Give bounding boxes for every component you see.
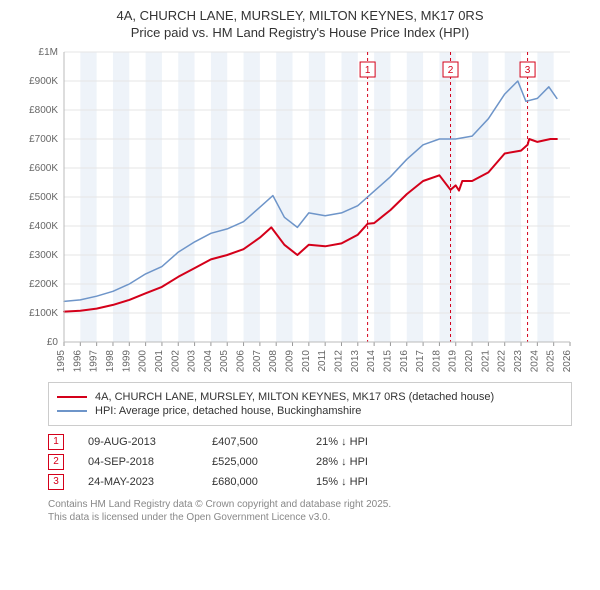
svg-text:2026: 2026 (562, 349, 573, 372)
svg-text:2017: 2017 (415, 349, 426, 372)
legend-label: 4A, CHURCH LANE, MURSLEY, MILTON KEYNES,… (95, 391, 494, 403)
svg-text:2000: 2000 (138, 349, 149, 372)
svg-text:£300K: £300K (29, 250, 58, 261)
svg-text:2007: 2007 (252, 349, 263, 372)
svg-text:2020: 2020 (464, 349, 475, 372)
event-row: 1 09-AUG-2013 £407,500 21% ↓ HPI (48, 434, 572, 450)
svg-text:2005: 2005 (219, 349, 230, 372)
legend-swatch (57, 410, 87, 412)
svg-text:1997: 1997 (89, 349, 100, 372)
footnote: Contains HM Land Registry data © Crown c… (48, 498, 572, 524)
svg-text:2023: 2023 (513, 349, 524, 372)
event-marker: 2 (48, 454, 64, 470)
svg-text:1: 1 (365, 65, 371, 76)
svg-text:2019: 2019 (448, 349, 459, 372)
event-row: 3 24-MAY-2023 £680,000 15% ↓ HPI (48, 474, 572, 490)
svg-text:2021: 2021 (480, 349, 491, 372)
svg-text:£400K: £400K (29, 221, 58, 232)
svg-text:£0: £0 (47, 337, 59, 348)
svg-text:£900K: £900K (29, 76, 58, 87)
event-date: 04-SEP-2018 (88, 456, 188, 468)
event-date: 09-AUG-2013 (88, 436, 188, 448)
svg-text:2003: 2003 (187, 349, 198, 372)
event-delta: 21% ↓ HPI (316, 436, 396, 448)
svg-text:1999: 1999 (121, 349, 132, 372)
chart-title: 4A, CHURCH LANE, MURSLEY, MILTON KEYNES,… (8, 8, 592, 42)
svg-text:2025: 2025 (546, 349, 557, 372)
svg-text:2009: 2009 (285, 349, 296, 372)
svg-text:2010: 2010 (301, 349, 312, 372)
price-chart: £0 £100K £200K £300K £400K £500K £600K £700K £80… (20, 46, 580, 376)
svg-text:£100K: £100K (29, 308, 58, 319)
svg-text:2001: 2001 (154, 349, 165, 372)
svg-text:1998: 1998 (105, 349, 116, 372)
svg-text:2: 2 (448, 65, 454, 76)
svg-text:2016: 2016 (399, 349, 410, 372)
svg-text:2024: 2024 (529, 349, 540, 372)
svg-text:£800K: £800K (29, 105, 58, 116)
svg-text:2012: 2012 (333, 349, 344, 372)
svg-text:1996: 1996 (72, 349, 83, 372)
svg-text:2014: 2014 (366, 349, 377, 372)
event-date: 24-MAY-2023 (88, 476, 188, 488)
event-row: 2 04-SEP-2018 £525,000 28% ↓ HPI (48, 454, 572, 470)
event-marker: 3 (48, 474, 64, 490)
svg-text:£600K: £600K (29, 163, 58, 174)
svg-text:2011: 2011 (317, 349, 328, 371)
title-line2: Price paid vs. HM Land Registry's House … (8, 25, 592, 42)
svg-text:2013: 2013 (350, 349, 361, 372)
event-delta: 28% ↓ HPI (316, 456, 396, 468)
legend-row: HPI: Average price, detached house, Buck… (57, 405, 563, 417)
svg-text:2015: 2015 (382, 349, 393, 372)
svg-text:1995: 1995 (56, 349, 67, 372)
footnote-line1: Contains HM Land Registry data © Crown c… (48, 498, 572, 511)
title-line1: 4A, CHURCH LANE, MURSLEY, MILTON KEYNES,… (8, 8, 592, 25)
legend-row: 4A, CHURCH LANE, MURSLEY, MILTON KEYNES,… (57, 391, 563, 403)
svg-text:2006: 2006 (236, 349, 247, 372)
svg-text:2018: 2018 (431, 349, 442, 372)
svg-text:2004: 2004 (203, 349, 214, 372)
svg-text:2022: 2022 (497, 349, 508, 372)
svg-text:£1M: £1M (39, 47, 58, 58)
legend-swatch (57, 396, 87, 398)
svg-text:2008: 2008 (268, 349, 279, 372)
legend: 4A, CHURCH LANE, MURSLEY, MILTON KEYNES,… (48, 382, 572, 426)
event-delta: 15% ↓ HPI (316, 476, 396, 488)
svg-text:£200K: £200K (29, 279, 58, 290)
svg-text:3: 3 (525, 65, 531, 76)
events-table: 1 09-AUG-2013 £407,500 21% ↓ HPI 2 04-SEP-201… (48, 434, 572, 490)
legend-label: HPI: Average price, detached house, Buck… (95, 405, 361, 417)
event-price: £407,500 (212, 436, 292, 448)
event-marker: 1 (48, 434, 64, 450)
event-price: £680,000 (212, 476, 292, 488)
svg-text:2002: 2002 (170, 349, 181, 372)
svg-text:£700K: £700K (29, 134, 58, 145)
svg-text:£500K: £500K (29, 192, 58, 203)
event-price: £525,000 (212, 456, 292, 468)
footnote-line2: This data is licensed under the Open Gov… (48, 511, 572, 524)
